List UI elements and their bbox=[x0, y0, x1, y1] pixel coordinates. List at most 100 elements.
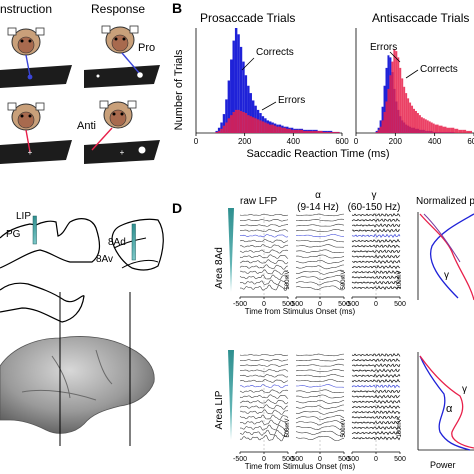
target-stimulus bbox=[137, 72, 143, 78]
col-title-response: Response bbox=[91, 2, 145, 16]
lfp-trace bbox=[239, 234, 289, 238]
annotation-pointer bbox=[405, 69, 419, 79]
histogram-bar bbox=[227, 118, 231, 133]
lfp-trace bbox=[351, 213, 401, 217]
histogram-bar bbox=[222, 125, 226, 133]
lfp-trace bbox=[239, 369, 289, 373]
lfp-trace bbox=[239, 244, 289, 249]
lfp-trace bbox=[295, 259, 345, 264]
power-curve-gamma bbox=[419, 213, 474, 301]
lfp-trace bbox=[239, 404, 289, 410]
histogram-bar bbox=[242, 61, 245, 133]
time-tick-label: 500 bbox=[338, 456, 350, 463]
histogram-bar bbox=[395, 51, 398, 133]
lfp-trace bbox=[295, 353, 345, 357]
histogram-bar bbox=[290, 129, 294, 133]
histogram-bar bbox=[418, 115, 421, 133]
lfp-trace bbox=[295, 368, 345, 372]
electrode-8a bbox=[131, 223, 136, 261]
gamma-marker: γ bbox=[444, 270, 449, 281]
histogram-bar bbox=[244, 113, 248, 133]
histogram-bar bbox=[470, 130, 473, 133]
panel-letter-b: B bbox=[172, 0, 182, 16]
histogram-bar bbox=[322, 131, 328, 133]
histogram-bar bbox=[379, 126, 382, 133]
histogram-bar bbox=[225, 99, 228, 133]
time-axes: -500 0 500-500 0 500-500 0 500-500 0 500-500 0 500… bbox=[233, 213, 406, 463]
histogram-bar bbox=[242, 112, 245, 133]
histogram-antisaccade: 0 200 400 600 bbox=[354, 28, 474, 146]
histogram-bar bbox=[424, 119, 427, 133]
panel-a: nstruction Response bbox=[0, 2, 160, 164]
histogram-bar bbox=[247, 115, 250, 133]
col-title-gamma-band: (60-150 Hz) bbox=[348, 202, 401, 213]
histogram-bar bbox=[381, 106, 384, 133]
annotation-errors: Errors bbox=[370, 42, 397, 53]
time-tick-label: -500 bbox=[289, 456, 303, 463]
histogram-bar bbox=[401, 78, 404, 133]
lfp-trace bbox=[351, 394, 401, 399]
lfp-trace bbox=[239, 219, 289, 222]
lfp-trace bbox=[295, 269, 345, 275]
col-title-normalized-power: Normalized powe bbox=[416, 196, 474, 207]
x-tick-label: 600 bbox=[335, 137, 349, 146]
histogram-bar bbox=[434, 124, 439, 133]
lfp-trace bbox=[351, 404, 401, 410]
histogram-bar bbox=[415, 110, 417, 133]
histogram-bar bbox=[298, 129, 304, 133]
histogram-bar bbox=[407, 98, 410, 133]
histogram-bar bbox=[397, 57, 400, 133]
col-title-raw-lfp: raw LFP bbox=[240, 196, 278, 207]
histogram-bar bbox=[278, 126, 282, 133]
histogram-bar bbox=[276, 126, 279, 133]
electrode-depth-8ad bbox=[228, 208, 234, 292]
histogram-bar bbox=[312, 130, 318, 133]
arcuate-sulcus bbox=[113, 237, 147, 249]
label-8ad: 8Ad bbox=[108, 237, 126, 248]
brain-section-frontal bbox=[111, 218, 164, 271]
label-anti: Anti bbox=[77, 120, 96, 132]
lfp-trace bbox=[351, 358, 401, 363]
lfp-trace bbox=[239, 359, 289, 362]
histogram-bar bbox=[446, 127, 451, 133]
lfp-trace bbox=[239, 354, 289, 357]
lfp-trace bbox=[351, 373, 401, 378]
lfp-trace bbox=[351, 254, 401, 259]
x-tick-label: 600 bbox=[467, 137, 474, 146]
histogram-bar bbox=[247, 85, 250, 133]
histogram-bar bbox=[281, 127, 284, 133]
lfp-trace bbox=[239, 414, 289, 420]
lfp-trace bbox=[351, 363, 401, 368]
lfp-trace bbox=[239, 399, 289, 405]
histogram-bar bbox=[271, 124, 274, 133]
histogram-bar bbox=[249, 116, 252, 133]
fixation-cross: + bbox=[28, 148, 33, 157]
histogram-bar bbox=[269, 124, 272, 133]
label-8av: 8Av bbox=[96, 254, 113, 265]
electrode-depth-lip bbox=[228, 350, 234, 440]
x-tick-label: 0 bbox=[194, 137, 199, 146]
monkey-head-icon bbox=[7, 27, 45, 56]
time-tick-label: -500 bbox=[233, 456, 247, 463]
histogram-bar bbox=[234, 109, 238, 133]
time-tick-label: 0 bbox=[262, 456, 266, 463]
gamma-marker: γ bbox=[462, 384, 467, 395]
histogram-bar bbox=[426, 120, 429, 133]
scale-bar-label: 500mV bbox=[285, 270, 291, 289]
time-tick-label: 500 bbox=[338, 301, 350, 308]
power-plot-lip: γ α Power bbox=[417, 352, 474, 470]
histogram-bar bbox=[399, 67, 402, 133]
histogram-bar bbox=[332, 131, 338, 133]
screen-instruction-pro bbox=[0, 65, 72, 88]
histogram-bar bbox=[249, 93, 252, 133]
lfp-trace bbox=[351, 389, 401, 394]
histogram-bar bbox=[286, 128, 289, 133]
time-tick-label: 500 bbox=[282, 456, 294, 463]
screen-response-pro bbox=[84, 65, 160, 88]
histogram-bar bbox=[385, 67, 388, 133]
power-curve-gamma bbox=[419, 355, 474, 449]
chart-title-prosaccade: Prosaccade Trials bbox=[200, 11, 295, 25]
col-title-gamma-symbol: γ bbox=[372, 190, 377, 201]
time-tick-label: 500 bbox=[282, 301, 294, 308]
histogram-bar bbox=[466, 130, 471, 133]
